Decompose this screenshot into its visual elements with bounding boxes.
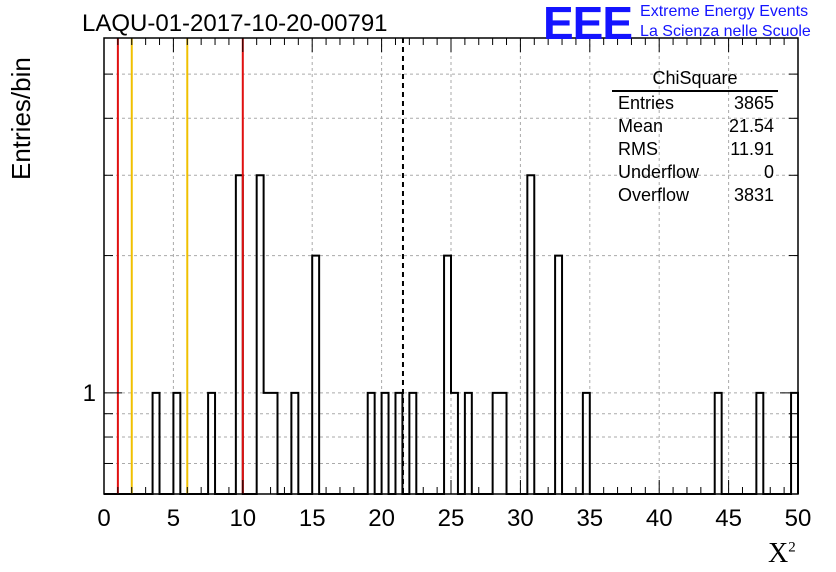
logo-text: Extreme Energy Events La Scienza nelle S…: [640, 2, 811, 42]
x-tick-label: 45: [715, 505, 742, 532]
x-tick-label: 50: [785, 505, 812, 532]
logo-mark: EEE: [543, 0, 633, 49]
axis-ticks: [103, 38, 799, 495]
eee-logo: EEE Extreme Energy Events La Scienza nel…: [543, 0, 811, 49]
x-tick-label: 10: [229, 505, 256, 532]
x-axis-label-base: X: [768, 538, 789, 569]
x-tick-label: 40: [646, 505, 673, 532]
x-tick-label: 30: [507, 505, 534, 532]
x-tick-label: 15: [299, 505, 326, 532]
stats-title: ChiSquare: [612, 66, 778, 92]
reference-lines: [116, 38, 404, 494]
y-axis-label: Entries/bin: [6, 57, 36, 180]
x-tick-label: 20: [368, 505, 395, 532]
stats-box: ChiSquare Entries 3865 Mean 21.54 RMS 11…: [612, 66, 778, 207]
logo-line-2: La Scienza nelle Scuole: [640, 23, 811, 40]
logo-line-1: Extreme Energy Events: [640, 3, 809, 20]
stats-row-rms: RMS 11.91: [612, 138, 778, 161]
stats-label: Underflow: [618, 162, 700, 182]
stats-value: 0: [763, 162, 774, 182]
stats-row-overflow: Overflow 3831: [612, 184, 778, 207]
x-tick-label: 0: [97, 505, 110, 532]
stats-value: 3865: [733, 93, 774, 113]
stats-value: 3831: [733, 185, 774, 205]
stats-row-underflow: Underflow 0: [612, 161, 778, 184]
x-tick-label: 5: [167, 505, 180, 532]
x-tick-label: 35: [576, 505, 603, 532]
stats-label: RMS: [618, 139, 658, 159]
x-axis-label-superscript: 2: [788, 539, 796, 556]
y-tick-label: 1: [83, 380, 96, 407]
stats-label: Mean: [618, 116, 664, 136]
stats-value: 11.91: [730, 139, 774, 159]
chart-title: LAQU-01-2017-10-20-00791: [82, 10, 388, 37]
stats-value: 21.54: [728, 116, 774, 136]
stats-row-entries: Entries 3865: [612, 92, 778, 115]
stats-row-mean: Mean 21.54: [612, 115, 778, 138]
stats-label: Entries: [618, 93, 675, 113]
stats-label: Overflow: [618, 185, 690, 205]
axis-tick-labels: 0 5 10 15 20 25 30 35 40 45 50 1: [83, 380, 812, 532]
x-tick-label: 25: [438, 505, 465, 532]
x-axis-label: X2: [768, 538, 796, 570]
